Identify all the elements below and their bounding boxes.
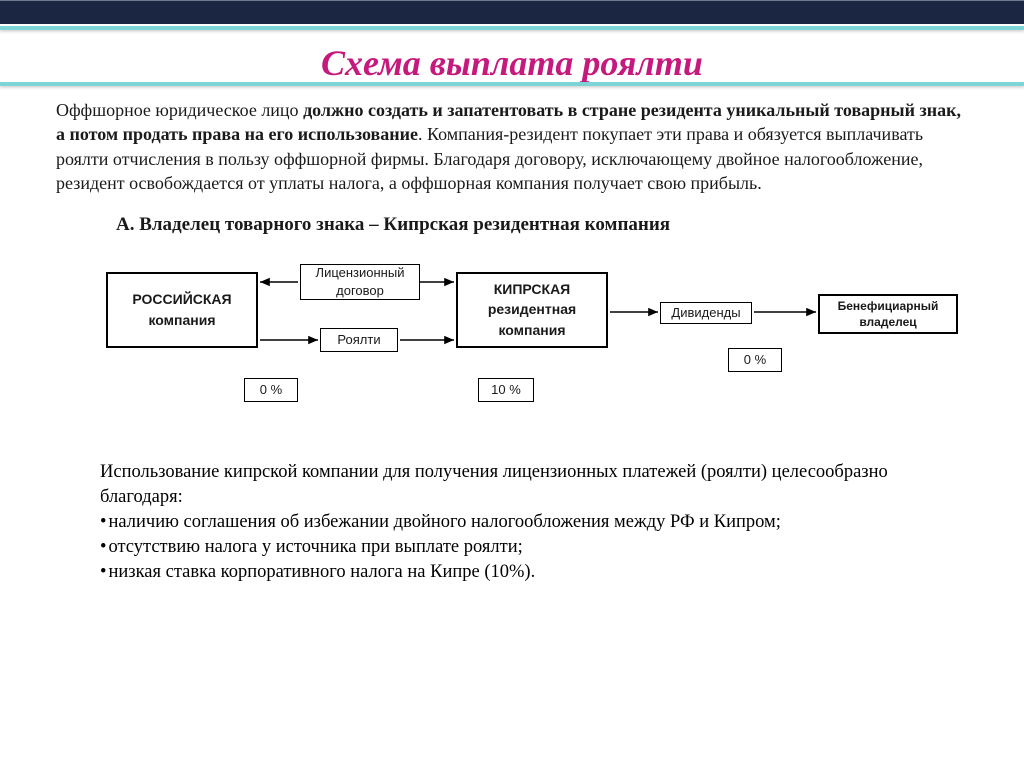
bullet-1: наличию соглашения об избежании двойного… — [100, 510, 968, 535]
bullet-2: отсутствию налога у источника при выплат… — [100, 535, 968, 560]
node-benef-line2: владелец — [820, 314, 956, 330]
rationale-intro: Использование кипрской компании для полу… — [100, 460, 968, 510]
para-lead: Оффшорное юридическое лицо — [56, 100, 303, 120]
edge-label-dividends: Дивиденды — [660, 302, 752, 324]
royalty-flow-diagram: РОССИЙСКАЯ компания КИПРСКАЯ резидентная… — [58, 252, 968, 442]
node-beneficiary-owner: Бенефициарный владелец — [818, 294, 958, 334]
node-russian-line1: РОССИЙСКАЯ — [108, 290, 256, 309]
pct-cy-text: 10 % — [489, 381, 523, 399]
rationale-block: Использование кипрской компании для полу… — [0, 460, 1024, 585]
node-cyprus-line3: компания — [458, 321, 606, 340]
node-cyprus-company: КИПРСКАЯ резидентная компания — [456, 272, 608, 348]
tax-rate-dividends: 0 % — [728, 348, 782, 372]
license-text: Лицензионный договор — [305, 264, 415, 299]
node-russian-company: РОССИЙСКАЯ компания — [106, 272, 258, 348]
top-bar — [0, 0, 1024, 24]
header-rule-lower — [0, 82, 1024, 86]
tax-rate-russia: 0 % — [244, 378, 298, 402]
section-a-heading: A. Владелец товарного знака – Кипрская р… — [116, 213, 968, 238]
edge-label-royalty: Роялти — [320, 328, 398, 352]
rationale-bullets: наличию соглашения об избежании двойного… — [100, 510, 968, 585]
royalty-text: Роялти — [325, 331, 393, 349]
dividends-text: Дивиденды — [665, 304, 747, 322]
pct-div-text: 0 % — [739, 351, 771, 369]
node-cyprus-line2: резидентная — [458, 300, 606, 319]
node-russian-line2: компания — [108, 311, 256, 330]
header-rule — [0, 26, 1024, 30]
edge-label-license: Лицензионный договор — [300, 264, 420, 300]
tax-rate-cyprus: 10 % — [478, 378, 534, 402]
slide-title: Схема выплата роялти — [0, 42, 1024, 84]
pct-ru-text: 0 % — [255, 381, 287, 399]
intro-paragraph: Оффшорное юридическое лицо должно создат… — [0, 84, 1024, 442]
node-benef-line1: Бенефициарный — [820, 298, 956, 314]
bullet-3: низкая ставка корпоративного налога на К… — [100, 560, 968, 585]
node-cyprus-line1: КИПРСКАЯ — [458, 280, 606, 299]
